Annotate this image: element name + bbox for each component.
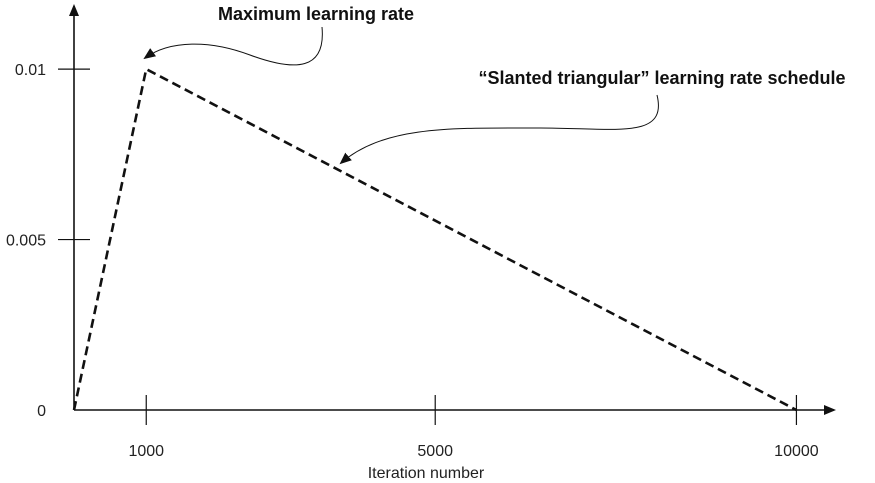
annotation-schedule-label: “Slanted triangular” learning rate sched…: [478, 68, 845, 88]
x-axis-title: Iteration number: [368, 465, 485, 482]
x-tick-label: 1000: [128, 443, 164, 460]
x-tick-label: 10000: [774, 443, 819, 460]
annotation-max-lr-arrow: [143, 26, 323, 66]
x-ticks: 1000 5000 10000: [128, 395, 819, 460]
y-ticks: 0 0.005 0.01: [6, 62, 90, 420]
series-layer: [72, 67, 798, 412]
lr-schedule-line: [72, 67, 798, 412]
y-tick-label: 0.005: [6, 233, 46, 250]
y-tick-label: 0.01: [15, 62, 46, 79]
annotation-max-lr-label: Maximum learning rate: [218, 4, 414, 24]
annotation-schedule-arrow: [339, 94, 659, 165]
y-tick-label: 0: [37, 403, 46, 420]
x-tick-label: 5000: [417, 443, 453, 460]
